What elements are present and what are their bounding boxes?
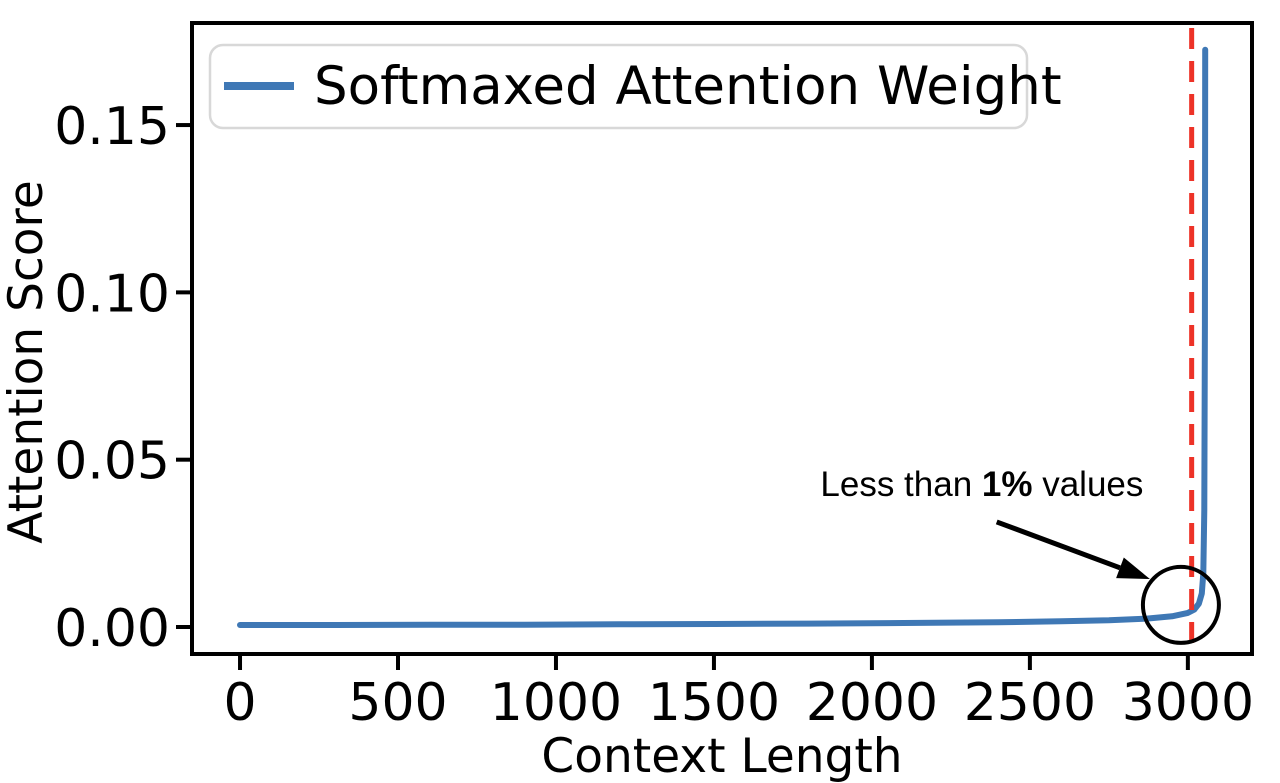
x-tick-label: 2500 [964, 673, 1096, 733]
legend-box [208, 43, 1029, 130]
annotation-text-bold: 1% [982, 465, 1033, 504]
x-tick-label: 1500 [648, 673, 780, 733]
x-tick-label: 0 [223, 673, 256, 733]
annotation-text-prefix: Less than [820, 465, 982, 504]
x-tick-label: 1000 [490, 673, 622, 733]
y-axis-title: Attention Score [0, 180, 54, 544]
annotation-arrow-head [1116, 557, 1150, 579]
y-tick-label: 0.15 [54, 97, 170, 157]
plot-border [190, 21, 1254, 656]
annotation-text: Less than 1% values [820, 465, 1143, 504]
annotation-arrow-shaft [995, 519, 1121, 571]
x-tick-label: 500 [348, 673, 447, 733]
annotation-text-suffix: values [1032, 465, 1143, 504]
legend-label: Softmaxed Attention Weight [314, 56, 1062, 117]
x-axis-title: Context Length [541, 729, 902, 783]
y-tick-label: 0.05 [54, 432, 170, 492]
x-tick-label: 2000 [806, 673, 938, 733]
annotation-layer [995, 519, 1221, 645]
y-tick-label: 0.10 [54, 264, 170, 324]
series-layer [237, 46, 1209, 628]
annotation-circle [1140, 564, 1221, 645]
y-tick-label: 0.00 [54, 599, 170, 659]
legend: Softmaxed Attention Weight [208, 43, 1062, 130]
series-line [237, 46, 1209, 628]
x-tick-label: 3000 [1122, 673, 1254, 733]
axes-layer: 0 500 1000 1500 2000 2500 3000 0.00 0.05 0.10 0.15 [54, 21, 1254, 733]
